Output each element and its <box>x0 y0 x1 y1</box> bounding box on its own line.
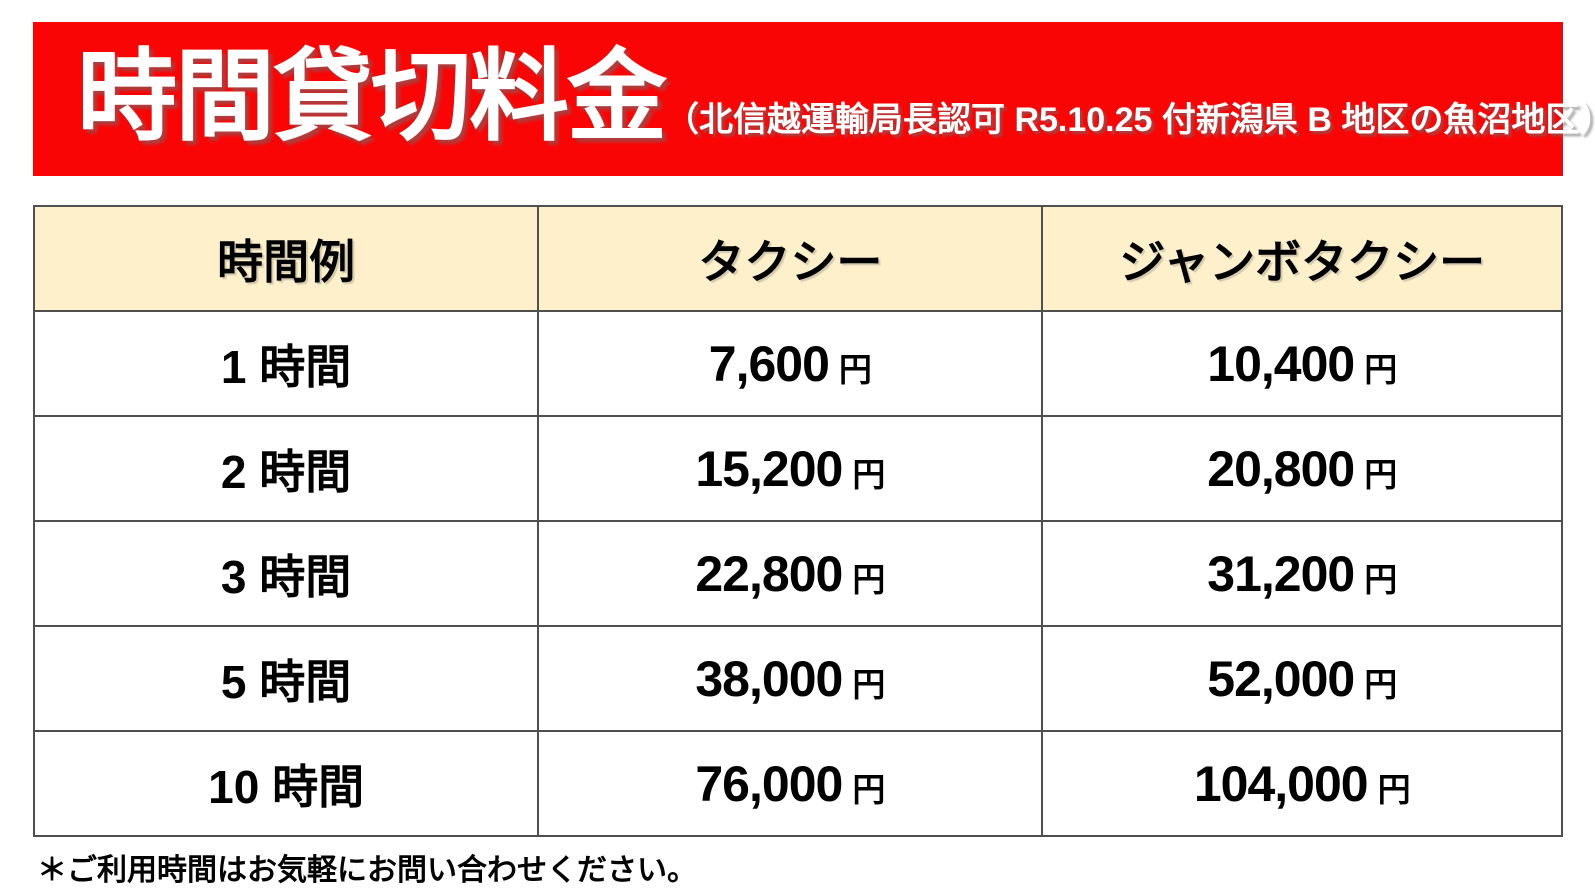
yen-suffix: 円 <box>852 770 886 808</box>
taxi-price: 38,000 円 <box>537 625 1044 732</box>
yen-suffix: 円 <box>838 350 872 388</box>
taxi-price: 76,000 円 <box>537 730 1044 837</box>
yen-suffix: 円 <box>852 560 886 598</box>
rate-table: 時間例 タクシー ジャンボタクシー 1 時間 7,600 円 10,400 円 2 … <box>32 205 1563 837</box>
jumbo-price: 104,000 円 <box>1041 730 1563 837</box>
price-number: 10,400 <box>1207 335 1355 392</box>
price-number: 38,000 <box>695 650 843 707</box>
price-number: 22,800 <box>695 545 843 602</box>
hours-value: 3 時間 <box>32 520 540 627</box>
hours-value: 10 時間 <box>32 730 540 837</box>
jumbo-price: 10,400 円 <box>1041 310 1563 417</box>
price-number: 31,200 <box>1207 545 1355 602</box>
price-number: 15,200 <box>695 440 843 497</box>
hours-value: 5 時間 <box>32 625 540 732</box>
yen-suffix: 円 <box>852 455 886 493</box>
jumbo-price: 31,200 円 <box>1041 520 1563 627</box>
taxi-price: 7,600 円 <box>537 310 1044 417</box>
table-row: 1 時間 7,600 円 10,400 円 <box>32 310 1563 417</box>
column-header-taxi: タクシー <box>537 205 1044 312</box>
table-row: 3 時間 22,800 円 31,200 円 <box>32 520 1563 627</box>
title-banner: 時間貸切料金 （北信越運輸局長認可 R5.10.25 付新潟県 B 地区の魚沼地… <box>33 22 1595 176</box>
hours-value: 1 時間 <box>32 310 540 417</box>
yen-suffix: 円 <box>852 665 886 703</box>
contact-note: ＊ご利用時間はお気軽にお問い合わせください。 <box>37 854 697 887</box>
price-number: 104,000 <box>1193 755 1369 812</box>
hours-value: 2 時間 <box>32 415 540 522</box>
taxi-price: 22,800 円 <box>537 520 1044 627</box>
taxi-price: 15,200 円 <box>537 415 1044 522</box>
column-header-hours: 時間例 <box>32 205 540 312</box>
price-number: 20,800 <box>1207 440 1355 497</box>
price-number: 7,600 <box>708 335 830 392</box>
column-header-jumbo-taxi: ジャンボタクシー <box>1041 205 1563 312</box>
page-title: 時間貸切料金 <box>77 41 667 153</box>
yen-suffix: 円 <box>1364 560 1398 598</box>
yen-suffix: 円 <box>1377 770 1411 808</box>
jumbo-price: 20,800 円 <box>1041 415 1563 522</box>
table-row: 2 時間 15,200 円 20,800 円 <box>32 415 1563 522</box>
price-number: 76,000 <box>695 755 843 812</box>
yen-suffix: 円 <box>1364 665 1398 703</box>
table-row: 10 時間 76,000 円 104,000 円 <box>32 730 1563 837</box>
approval-subtitle: （北信越運輸局長認可 R5.10.25 付新潟県 B 地区の魚沼地区） <box>665 101 1595 139</box>
table-header-row: 時間例 タクシー ジャンボタクシー <box>32 205 1563 312</box>
table-row: 5 時間 38,000 円 52,000 円 <box>32 625 1563 732</box>
jumbo-price: 52,000 円 <box>1041 625 1563 732</box>
price-number: 52,000 <box>1207 650 1355 707</box>
yen-suffix: 円 <box>1364 350 1398 388</box>
yen-suffix: 円 <box>1364 455 1398 493</box>
